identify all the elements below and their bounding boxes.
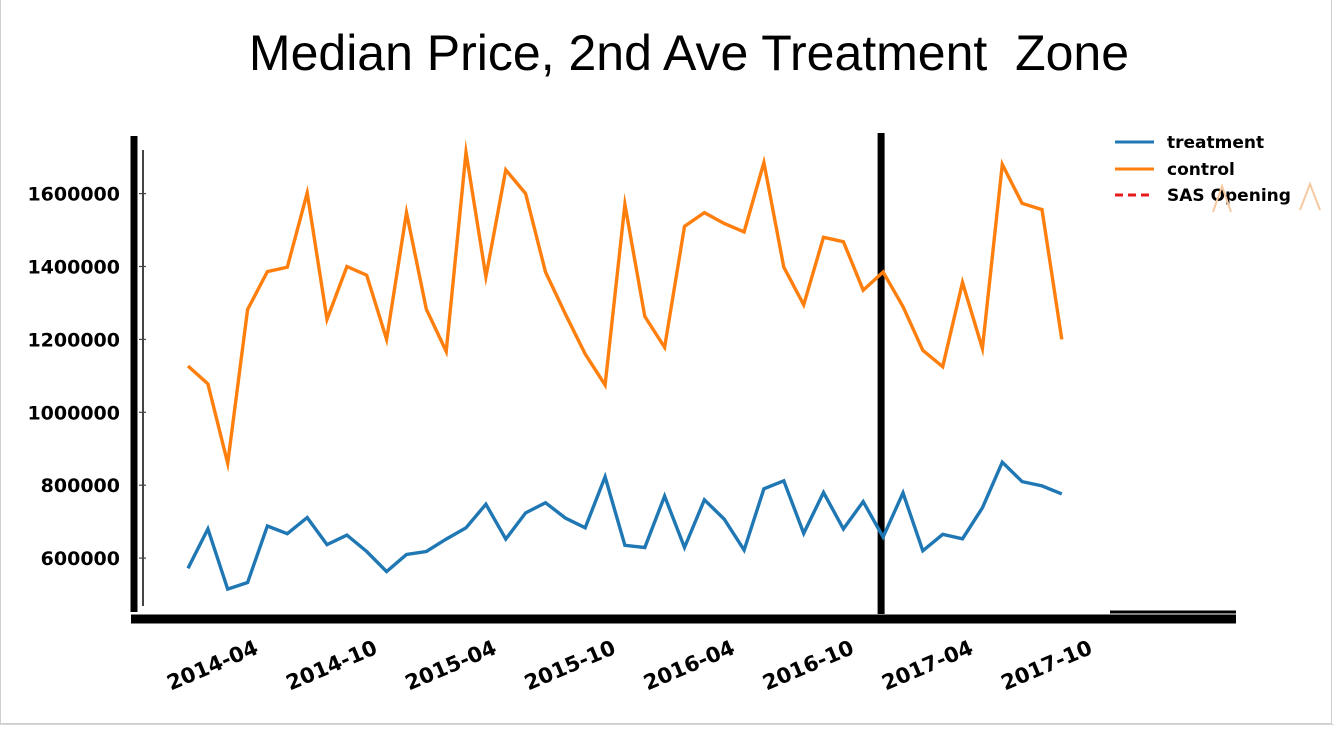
- series-layer: [186, 139, 1064, 592]
- chart-title: Median Price, 2nd Ave Treatment Zone: [248, 25, 1130, 81]
- y-tick-label: 1200000: [27, 329, 120, 351]
- legend-label: control: [1167, 160, 1235, 180]
- x-tick-label: 2016-04: [640, 636, 738, 696]
- series-line-control: [186, 139, 1064, 473]
- y-tick-label: 800000: [41, 475, 120, 497]
- x-tick-label: 2014-10: [283, 636, 381, 696]
- x-tick-label: 2017-04: [878, 636, 976, 696]
- y-tick-label: 1000000: [27, 402, 120, 424]
- x-tick-label: 2015-04: [402, 636, 500, 696]
- x-tick-label: 2017-10: [998, 636, 1096, 696]
- legend-label: SAS Opening: [1167, 186, 1291, 206]
- y-tick-label: 1400000: [27, 257, 120, 279]
- x-tick-label: 2016-10: [759, 636, 857, 696]
- bottom-strip: [0, 724, 1334, 751]
- y-tick-label: 1600000: [27, 184, 120, 206]
- x-tick-label: 2015-10: [521, 636, 619, 696]
- slide-frame: [0, 0, 1332, 724]
- series-line-treatment: [186, 459, 1063, 592]
- y-tick-label: 600000: [41, 548, 120, 570]
- y-axis-ticks: 600000 800000 1000000 1200000 1400000 1600000: [27, 184, 146, 570]
- legend-label: treatment: [1167, 133, 1264, 153]
- legend-ghost-mark: [1212, 182, 1232, 213]
- legend: treatment control SAS Opening: [1106, 128, 1321, 213]
- x-tick-label: 2014-04: [163, 636, 261, 696]
- line-chart: 600000 800000 1000000 1200000 1400000 1600000…: [27, 128, 1321, 696]
- legend-ghost-mark: [1299, 181, 1321, 211]
- x-axis-ticks: 2014-04 2014-10 2015-04 2015-10 2016-04 2016-…: [163, 636, 1095, 696]
